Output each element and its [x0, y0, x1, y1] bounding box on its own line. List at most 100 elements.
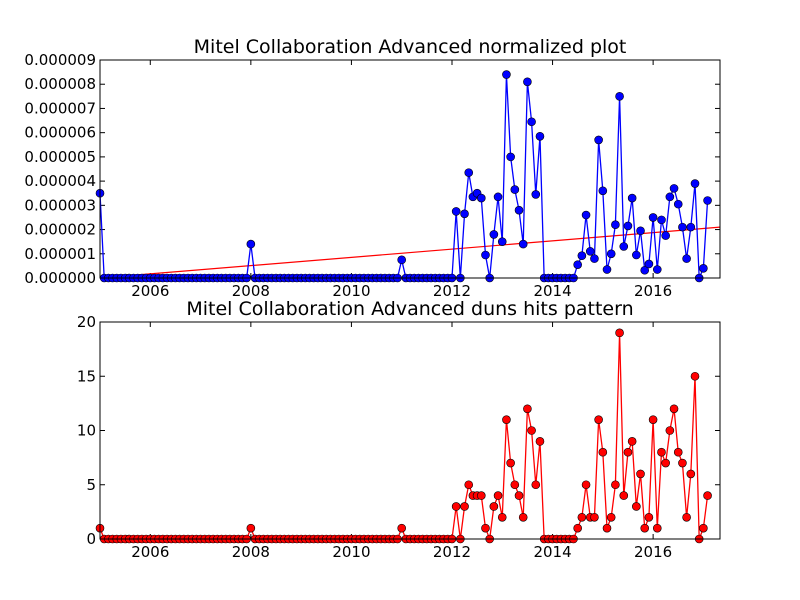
chart2-data-point: [481, 523, 490, 533]
chart1-plot-area: 2006 2008 2010 2012 2014 2016 0.000000 0.000001…: [24, 51, 721, 300]
chart2-data-point: [397, 523, 406, 533]
chart1-y-tick-label: 0.000003: [24, 196, 96, 214]
chart2-data-point: [581, 480, 591, 490]
chart1-data-point: [523, 77, 532, 87]
chart2-data-point: [590, 512, 599, 522]
chart2-data-point: [606, 512, 616, 522]
chart2-data-point: [493, 491, 503, 500]
chart1-data-point: [648, 213, 658, 222]
chart1-data-point: [573, 260, 582, 269]
chart2-series-line: [99, 332, 709, 540]
chart2-data-point: [657, 447, 666, 457]
chart2-data-point: [648, 415, 658, 424]
chart1-trend-line: [99, 226, 721, 279]
chart2-data-point: [699, 523, 708, 533]
chart1-data-point: [686, 222, 696, 232]
chart2-data-point: [594, 415, 603, 424]
chart1-data-point: [602, 265, 612, 274]
chart2-axes-frame: [99, 321, 721, 540]
chart2-data-point: [661, 458, 670, 468]
chart2-data-point: [602, 523, 612, 533]
chart2-data-point: [518, 512, 528, 522]
chart2-data-point: [682, 512, 691, 522]
chart1-data-point: [690, 179, 700, 188]
chart2-data-point: [619, 491, 629, 500]
chart1-y-tick-label: 0.000008: [24, 75, 96, 93]
chart1-data-point: [657, 215, 666, 225]
chart1-data-point: [535, 132, 545, 141]
chart2-data-point: [535, 437, 545, 446]
chart2-data-point: [652, 523, 662, 533]
chart1-data-point: [665, 192, 675, 202]
chart1-data-point: [585, 247, 595, 256]
chart1-data-point: [581, 210, 591, 220]
chart2-x-tick-label: 2016: [634, 543, 672, 561]
chart1-data-point: [636, 226, 645, 236]
chart1-x-tick-label: 2006: [131, 282, 169, 300]
chart1-y-tick-label: 0.000004: [24, 172, 96, 190]
chart1-data-point: [502, 70, 511, 79]
chart2-x-tick-label: 2006: [131, 543, 169, 561]
chart1-data-point: [611, 220, 620, 230]
chart1-x-tick-label: 2016: [634, 282, 672, 300]
chart1-series-line: [99, 74, 709, 279]
chart1-data-point: [699, 264, 708, 273]
chart1-data-point: [590, 254, 599, 263]
chart2-data-point: [636, 469, 645, 479]
chart1-y-tick-label: 0.000009: [24, 51, 96, 69]
chart1-data-point: [489, 230, 499, 239]
chart2-y-tick-label: 15: [77, 367, 96, 385]
chart1-data-point: [531, 190, 541, 199]
chart2-y-tick-label: 0: [86, 530, 96, 548]
chart2-data-point: [673, 447, 683, 457]
chart1-x-tick-label: 2008: [232, 282, 270, 300]
chart2-data-point: [678, 458, 687, 468]
chart2-data-point: [598, 447, 608, 457]
chart1-y-tick-label: 0.000005: [24, 148, 96, 166]
chart1-data-point: [615, 92, 624, 101]
chart1-data-point: [464, 168, 474, 177]
chart2-data-point: [514, 491, 524, 500]
chart1-data-point: [518, 239, 528, 249]
chart2-data-point: [510, 480, 520, 490]
chart2-y-tick-label: 10: [77, 422, 96, 440]
chart1-data-point: [606, 249, 616, 259]
chart1-data-point: [627, 193, 637, 203]
chart2-data-point: [627, 437, 637, 446]
chart1-data-point: [669, 184, 679, 193]
chart2-data-point: [531, 480, 541, 490]
chart1-data-point: [510, 185, 520, 194]
chart1-data-point: [640, 265, 650, 275]
chart2-data-point: [489, 502, 499, 511]
chart1-data-point: [497, 237, 507, 246]
chart1-data-point: [619, 242, 629, 251]
chart1-data-point: [246, 239, 256, 249]
chart1-data-point: [661, 231, 670, 240]
chart1-title: Mitel Collaboration Advanced normalized …: [194, 36, 627, 58]
chart2-x-tick-label: 2014: [533, 543, 571, 561]
chart1-data-point: [397, 255, 406, 265]
chart1-data-point: [598, 186, 608, 196]
chart1-data-point: [506, 152, 515, 162]
chart1-data-point: [682, 254, 691, 263]
chart2-data-point: [246, 523, 256, 533]
chart1-y-tick-label: 0.000000: [24, 269, 96, 287]
chart2-data-point: [577, 512, 587, 522]
chart1-data-point: [451, 207, 461, 216]
chart2-y-tick-label: 20: [77, 313, 96, 331]
chart1-x-tick-label: 2010: [332, 282, 370, 300]
chart1-data-point: [476, 193, 486, 203]
chart1-data-point: [678, 222, 687, 232]
chart2-data-point: [669, 404, 679, 414]
chart2-data-point: [573, 523, 582, 533]
chart2-title: Mitel Collaboration Advanced duns hits p…: [186, 298, 633, 320]
chart1-y-tick-label: 0.000007: [24, 99, 96, 117]
chart1-x-tick-label: 2012: [433, 282, 471, 300]
chart2-data-point: [644, 512, 654, 522]
chart1-data-point: [460, 209, 469, 219]
chart1-data-point: [514, 205, 524, 215]
chart1-data-point: [632, 250, 641, 260]
chart1-y-tick-label: 0.000002: [24, 221, 96, 239]
chart2-x-tick-label: 2012: [433, 543, 471, 561]
